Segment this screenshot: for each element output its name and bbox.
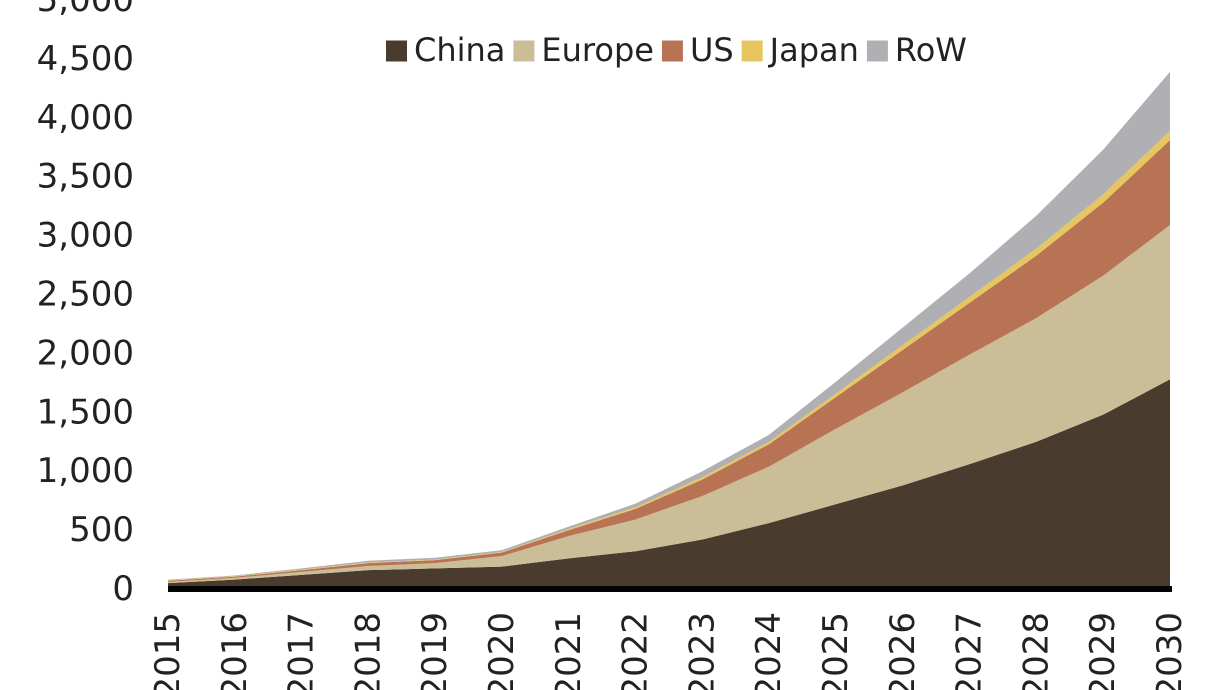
legend-item-japan: Japan <box>741 31 859 69</box>
y-tick-label: 4,000 <box>37 98 134 138</box>
area-europe <box>168 225 1170 584</box>
x-tick-label: 2020 <box>482 612 522 690</box>
legend-swatch <box>866 40 888 62</box>
y-tick-label: 0 <box>112 569 134 609</box>
area-series-group <box>168 71 1170 589</box>
y-tick-label: 2,000 <box>37 333 134 373</box>
x-tick-label: 2015 <box>148 612 188 690</box>
legend-item-china: China <box>386 31 505 69</box>
x-tick-label: 2018 <box>348 612 388 690</box>
legend-swatch <box>513 40 535 62</box>
x-tick-label: 2029 <box>1083 612 1123 690</box>
legend-swatch <box>661 40 683 62</box>
y-tick-label: 1,000 <box>37 451 134 491</box>
x-axis-tick-labels: 2015 2016 2017 2018 2019 2020 2021 2022 2023 2024… <box>148 612 1190 690</box>
y-tick-label: 4,500 <box>37 39 134 79</box>
legend-label: US <box>690 31 734 69</box>
x-tick-label: 2024 <box>749 612 789 690</box>
legend-item-row: RoW <box>866 31 967 69</box>
y-tick-label: 3,000 <box>37 216 134 256</box>
y-axis-tick-labels: 0 500 1,000 1,500 2,000 2,500 3,000 3,500 4,000 4… <box>37 0 134 609</box>
x-tick-label: 2030 <box>1150 612 1190 690</box>
legend-label: China <box>414 31 505 69</box>
area-china <box>168 379 1170 589</box>
y-tick-label: 1,500 <box>37 392 134 432</box>
y-tick-label: 5,000 <box>37 0 134 20</box>
y-tick-label: 3,500 <box>37 157 134 197</box>
legend-swatch <box>741 40 763 62</box>
legend-swatch <box>386 40 407 62</box>
x-tick-label: 2025 <box>816 612 856 690</box>
legend-label: Europe <box>541 31 654 69</box>
x-tick-label: 2028 <box>1016 612 1056 690</box>
x-tick-label: 2021 <box>549 612 589 690</box>
x-tick-label: 2022 <box>616 612 656 690</box>
x-tick-label: 2026 <box>883 612 923 690</box>
legend-item-europe: Europe <box>513 31 654 69</box>
y-tick-label: 2,500 <box>37 275 134 315</box>
x-tick-label: 2023 <box>682 612 722 690</box>
x-tick-label: 2016 <box>215 612 255 690</box>
legend-label: Japan <box>768 31 859 69</box>
legend-label: RoW <box>895 31 967 69</box>
x-tick-label: 2019 <box>415 612 455 690</box>
y-tick-label: 500 <box>69 510 134 550</box>
legend-item-us: US <box>661 31 734 69</box>
x-tick-label: 2017 <box>282 612 322 690</box>
x-tick-label: 2027 <box>950 612 990 690</box>
legend: China Europe US Japan RoW <box>386 31 967 69</box>
